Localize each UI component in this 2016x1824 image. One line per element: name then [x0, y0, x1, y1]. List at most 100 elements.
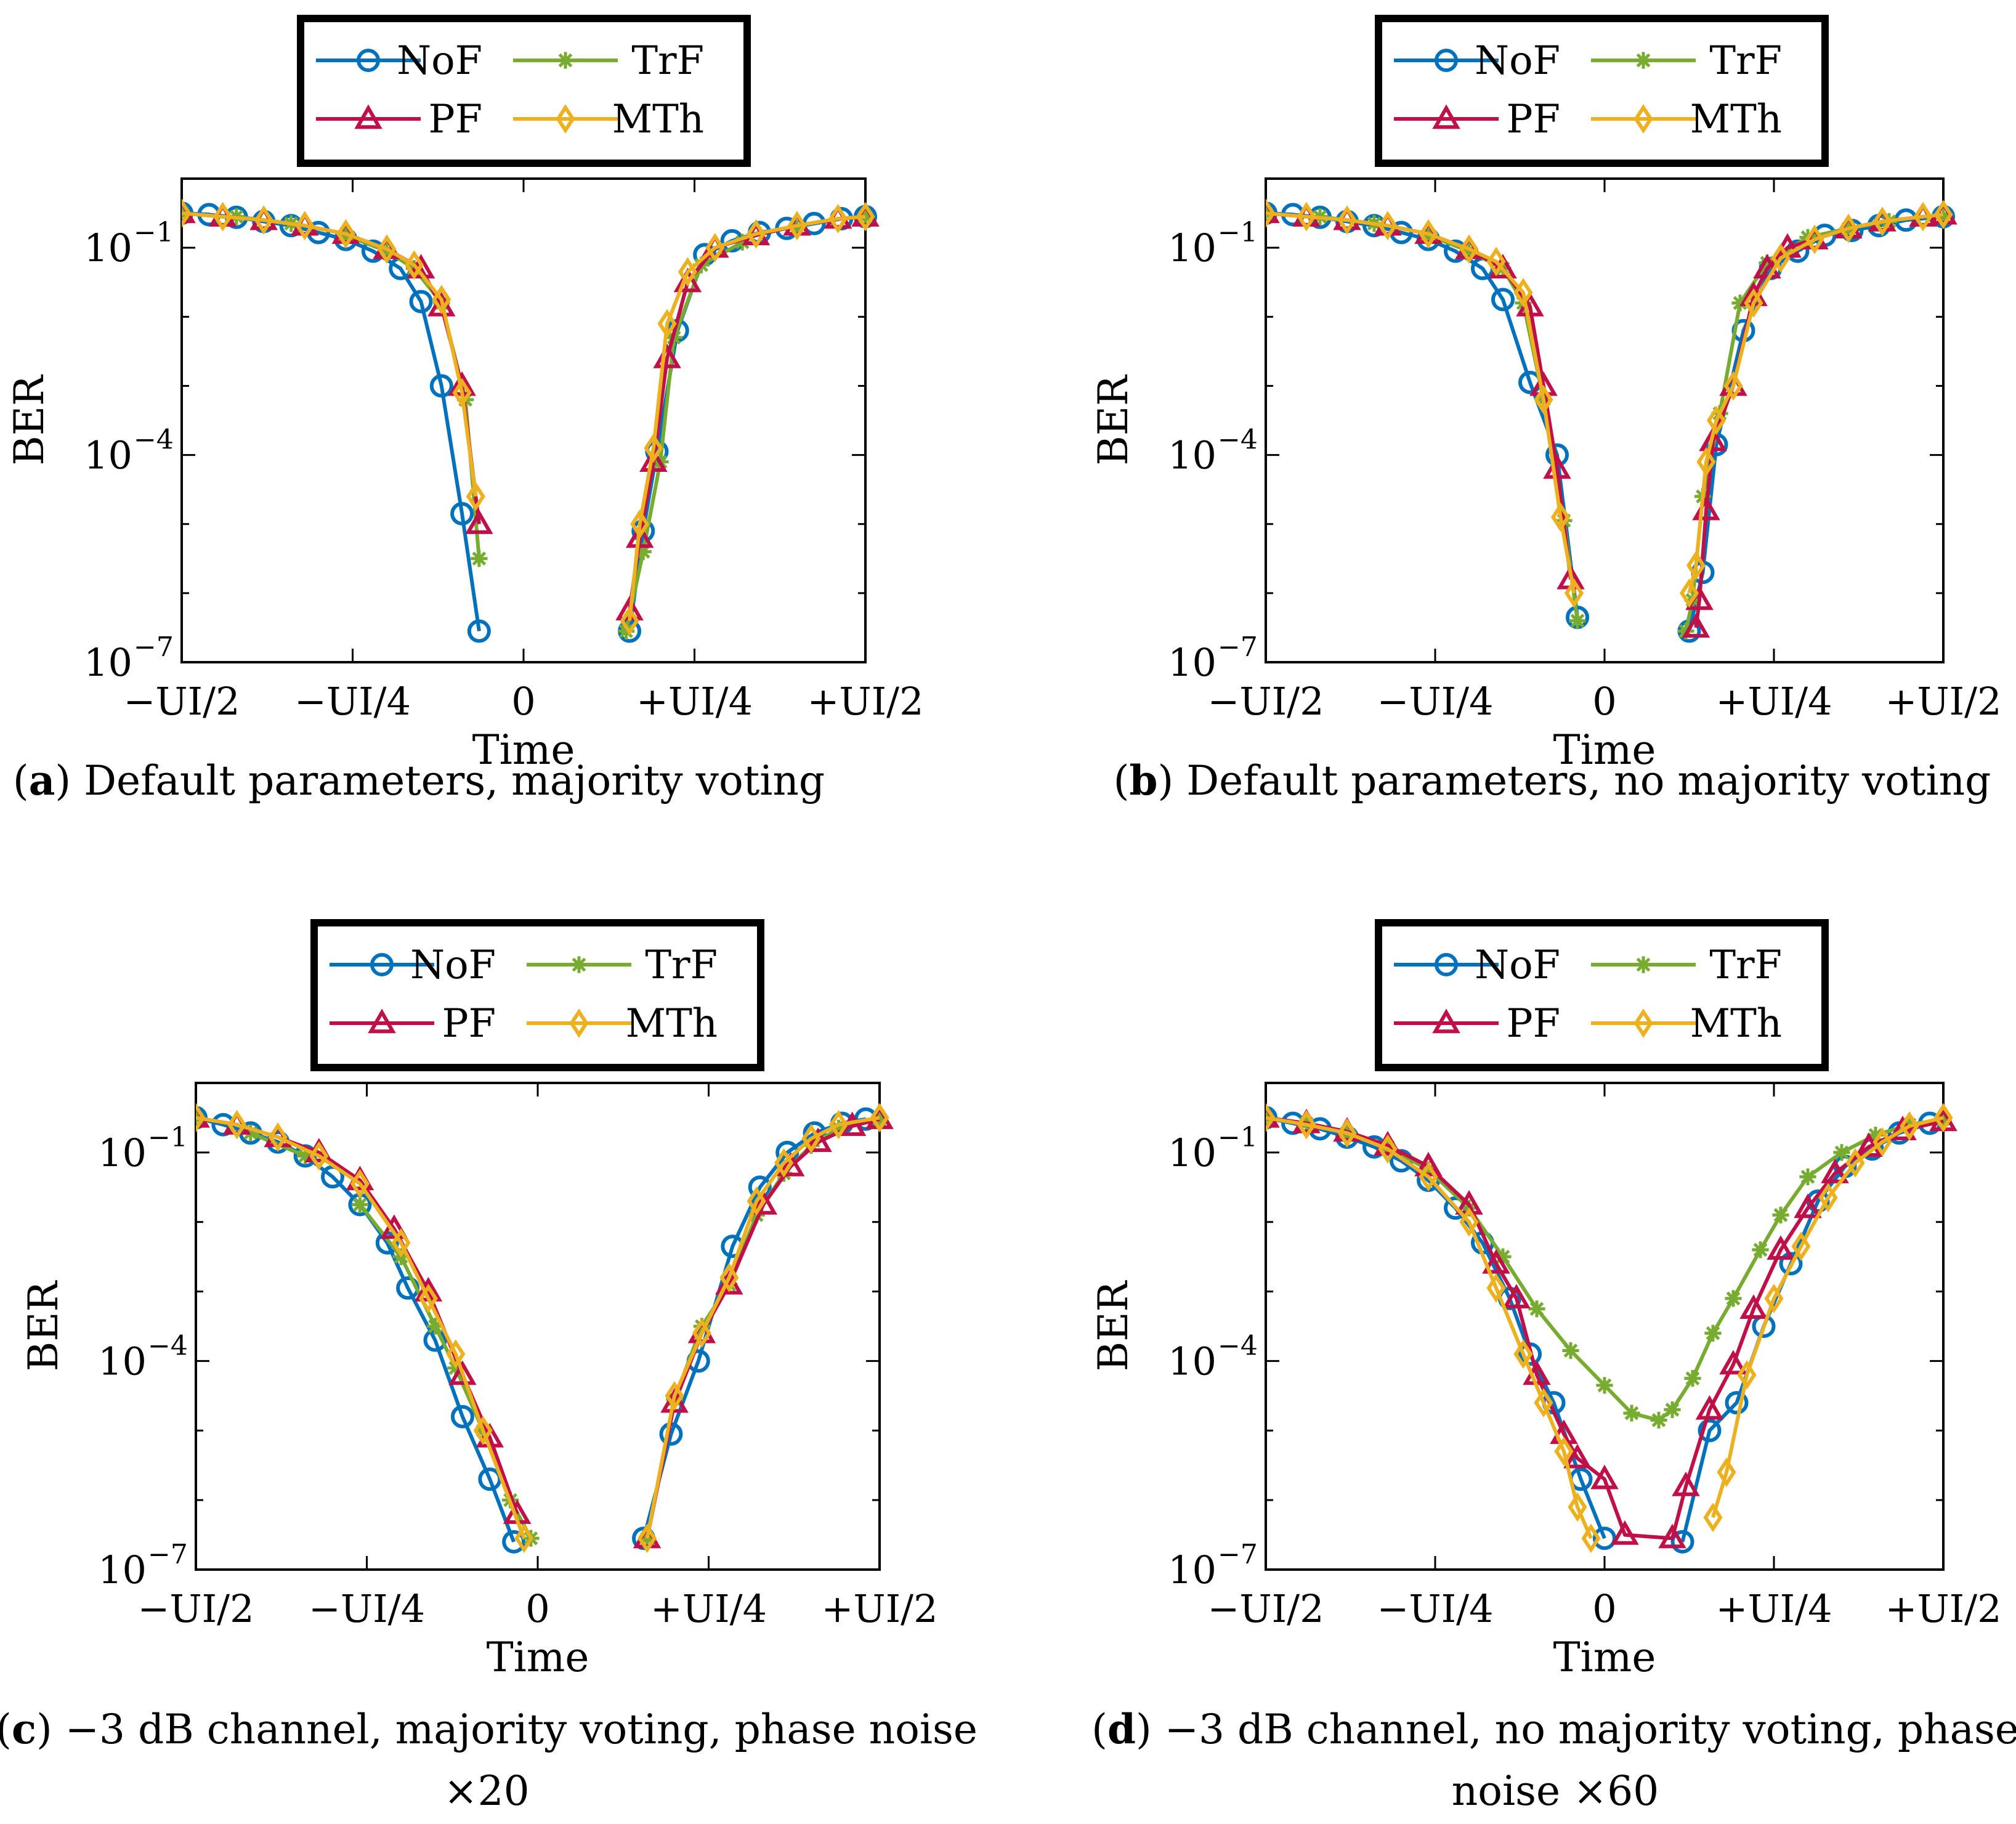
series-NoF	[196, 1106, 878, 1554]
point-PF	[1695, 1395, 1724, 1420]
series-line-MTh	[628, 214, 866, 622]
series-PF	[182, 198, 880, 621]
point-MTh	[665, 1380, 684, 1411]
point-NoF	[429, 374, 453, 398]
caption: (c) −3 dB channel, majority voting, phas…	[0, 1705, 978, 1753]
series-line-PF	[1266, 211, 1573, 580]
x-tick-label: +UI/2	[1885, 1586, 2001, 1631]
chart-panel-d: −UI/2 −UI/4 0 +UI/4 +UI/210 −110 −410 −7TimeBER…	[1090, 919, 2016, 1815]
caption: (b) Default parameters, no majority voti…	[1114, 756, 1991, 805]
point-MTh	[473, 1416, 493, 1446]
caption-paren-open: (	[0, 1706, 12, 1753]
point-MTh	[182, 198, 192, 228]
y-tick-exponent: −4	[1218, 424, 1258, 456]
legend-marker-MTh	[569, 1008, 589, 1038]
point-TrF	[1725, 1290, 1742, 1307]
y-tick-label: 10	[1168, 1547, 1216, 1592]
point-MTh	[1534, 384, 1553, 415]
point-PF	[1502, 1284, 1531, 1309]
point-TrF	[1867, 1127, 1884, 1144]
point-MTh	[801, 1124, 821, 1154]
caption-paren-open: (	[1114, 757, 1130, 805]
point-MTh	[1764, 1283, 1784, 1313]
point-TrF	[471, 550, 488, 567]
caption-paren-close: )	[1157, 757, 1186, 805]
point-MTh	[1845, 1148, 1865, 1178]
point-MTh	[1706, 405, 1727, 436]
caption: (a) Default parameters, majority voting	[13, 756, 825, 805]
point-MTh	[268, 1122, 288, 1152]
series-MTh	[182, 198, 875, 636]
point-PF	[465, 509, 493, 534]
point-TrF	[1420, 1161, 1437, 1178]
legend-label-PF: PF	[429, 97, 482, 142]
x-tick-label: +UI/4	[1715, 1586, 1832, 1631]
data-area	[196, 1103, 894, 1554]
legend-label-PF: PF	[1507, 1001, 1560, 1047]
point-MTh	[377, 234, 397, 264]
series-MTh	[1266, 198, 1953, 608]
legend-label-TrF: TrF	[1709, 942, 1782, 988]
point-TrF	[1833, 1144, 1850, 1161]
y-axis-label: BER	[1090, 1280, 1137, 1372]
point-MTh	[1513, 278, 1533, 307]
point-PF	[776, 1151, 805, 1177]
point-TrF	[617, 622, 635, 640]
y-tick-exponent: −7	[148, 1539, 188, 1570]
point-MTh	[309, 1141, 329, 1171]
x-tick-label: −UI/4	[1377, 1586, 1493, 1631]
legend-label-PF: PF	[1507, 97, 1560, 142]
caption-text: −3 dB channel, no majority voting, phase	[1165, 1706, 2016, 1753]
point-MTh	[1933, 1103, 1953, 1133]
point-MTh	[1297, 201, 1316, 232]
point-TrF	[693, 1318, 710, 1335]
x-tick-label: +UI/4	[1715, 679, 1832, 724]
point-MTh	[404, 250, 424, 280]
point-MTh	[1737, 1360, 1757, 1390]
point-TrF	[1799, 1168, 1816, 1185]
legend-marker-MTh	[1633, 104, 1653, 134]
legend-marker-MTh	[1633, 1008, 1653, 1038]
point-TrF	[1650, 1411, 1667, 1429]
x-tick-label: 0	[511, 679, 535, 724]
point-NoF	[450, 501, 474, 525]
point-PF	[1563, 1443, 1592, 1469]
y-tick-exponent: −1	[134, 217, 174, 248]
series-line-NoF	[1687, 214, 1944, 632]
point-MTh	[1378, 211, 1398, 241]
point-MTh	[630, 509, 650, 539]
legend-box	[310, 919, 764, 1071]
chart-panel-a: −UI/2 −UI/4 0 +UI/4 +UI/210 −110 −410 −7TimeBER…	[6, 15, 924, 805]
legend-marker-TrF	[1635, 956, 1652, 973]
x-tick-label: +UI/4	[650, 1586, 767, 1631]
series-line-PF	[1694, 213, 1944, 628]
x-tick-label: −UI/2	[1207, 679, 1324, 724]
point-MTh	[1459, 234, 1479, 264]
point-TrF	[1562, 1342, 1579, 1360]
y-tick-label: 10	[1168, 1130, 1216, 1175]
series-line-MTh	[1711, 1116, 1944, 1518]
legend-box	[297, 15, 751, 167]
point-TrF	[242, 1124, 259, 1141]
x-tick-label: −UI/2	[1207, 1586, 1324, 1631]
legend: NoF TrF PF MTh	[1375, 919, 1829, 1071]
series-MTh	[196, 1103, 889, 1554]
y-tick-label: 10	[1168, 640, 1216, 685]
point-TrF	[1772, 1206, 1789, 1224]
point-PF	[639, 447, 668, 472]
y-tick-label: 10	[1168, 1339, 1216, 1384]
point-MTh	[1266, 198, 1276, 228]
point-MTh	[227, 1109, 247, 1140]
x-tick-label: −UI/2	[137, 1586, 254, 1631]
y-tick-label: 10	[84, 640, 132, 685]
caption-label: c	[12, 1705, 36, 1753]
point-MTh	[1933, 200, 1953, 230]
point-PF	[1611, 1520, 1639, 1545]
point-TrF	[1752, 1241, 1769, 1259]
point-TrF	[1935, 208, 1952, 225]
point-MTh	[1679, 578, 1699, 608]
legend-marker-NoF	[1435, 49, 1458, 72]
y-tick-exponent: −4	[148, 1330, 188, 1361]
point-TrF	[1731, 294, 1749, 312]
x-axis-label: Time	[472, 726, 575, 774]
